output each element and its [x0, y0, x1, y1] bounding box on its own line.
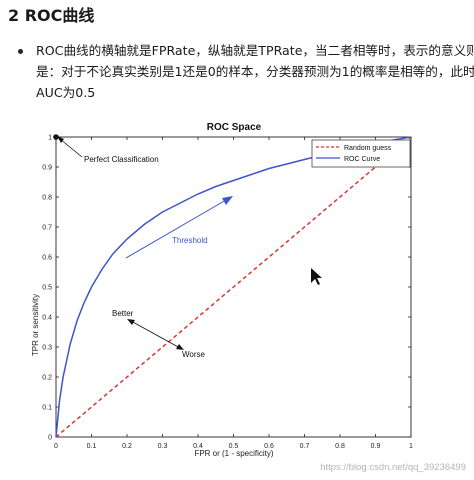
- x-tick-label: 0.1: [87, 443, 97, 450]
- better-arrowhead: [127, 319, 135, 325]
- y-tick-label: 0.1: [42, 405, 52, 412]
- bullet-text: ROC曲线的横轴就是FPRate，纵轴就是TPRate，当二者相等时，表示的意义…: [36, 40, 474, 103]
- y-tick-label: 0.5: [42, 285, 52, 292]
- x-tick-label: 0.3: [158, 443, 168, 450]
- random-guess-line: [55, 136, 412, 438]
- bullet-point-icon: [18, 49, 23, 54]
- y-tick-label: 0.2: [42, 375, 52, 382]
- y-tick-label: 0.3: [42, 345, 52, 352]
- worse-arrowhead: [176, 344, 184, 350]
- chart-title: ROC Space: [207, 122, 262, 133]
- x-tick-label: 0.5: [229, 443, 239, 450]
- threshold-arrowhead: [222, 196, 233, 205]
- x-tick-label: 0.7: [300, 443, 310, 450]
- better-label: Better: [112, 309, 134, 318]
- bullet-line-3: AUC为0.5: [36, 85, 96, 100]
- x-tick-label: 0.8: [335, 443, 345, 450]
- mouse-cursor-icon: [311, 268, 322, 285]
- section-heading: 2 ROC曲线: [8, 6, 95, 25]
- x-tick-label: 0.6: [264, 443, 274, 450]
- perfect-classification-label: Perfect Classification: [84, 155, 159, 164]
- y-tick-label: 0: [48, 435, 52, 442]
- x-tick-label: 0: [54, 443, 58, 450]
- x-tick-label: 0.9: [371, 443, 381, 450]
- watermark: https://blog.csdn.net/qq_39236499: [320, 462, 466, 473]
- annotations: Perfect Classification Threshold Better …: [57, 136, 322, 359]
- y-tick-label: 0.4: [42, 315, 52, 322]
- perfect-classification-arrow: [59, 138, 83, 158]
- worse-label: Worse: [182, 350, 206, 359]
- y-tick-label: 1: [48, 135, 52, 142]
- y-tick-label: 0.9: [42, 165, 52, 172]
- legend-box: [311, 139, 411, 168]
- better-worse-arrow: [130, 320, 181, 349]
- y-tick-label: 0.8: [42, 195, 52, 202]
- roc-chart: ROC Space TPR or sensitivity FPR or (1 -…: [0, 112, 474, 476]
- x-tick-label: 0.2: [122, 443, 132, 450]
- y-tick-label: 0.7: [42, 225, 52, 232]
- threshold-label: Threshold: [172, 236, 208, 245]
- y-tick-label: 0.6: [42, 255, 52, 262]
- roc-figure: ROC Space TPR or sensitivity FPR or (1 -…: [0, 112, 474, 476]
- x-tick-label: 0.4: [193, 443, 203, 450]
- perfect-classification-arrowhead: [57, 136, 64, 143]
- legend-label-random-guess: Random guess: [344, 145, 392, 152]
- x-axis-label: FPR or (1 - specificity): [194, 449, 273, 458]
- legend: Random guess ROC Curve: [311, 139, 411, 168]
- threshold-arrow: [125, 199, 227, 259]
- y-axis-label: TPR or sensitivity: [31, 294, 40, 356]
- legend-label-roc-curve: ROC Curve: [344, 156, 380, 163]
- bullet-line-2: 是：对于不论真实类别是1还是0的样本，分类器预测为1的概率是相等的，此时: [36, 64, 474, 79]
- x-tick-label: 1: [409, 443, 413, 450]
- perfect-classification-point: [53, 134, 59, 140]
- bullet-line-1: ROC曲线的横轴就是FPRate，纵轴就是TPRate，当二者相等时，表示的意义…: [36, 43, 474, 58]
